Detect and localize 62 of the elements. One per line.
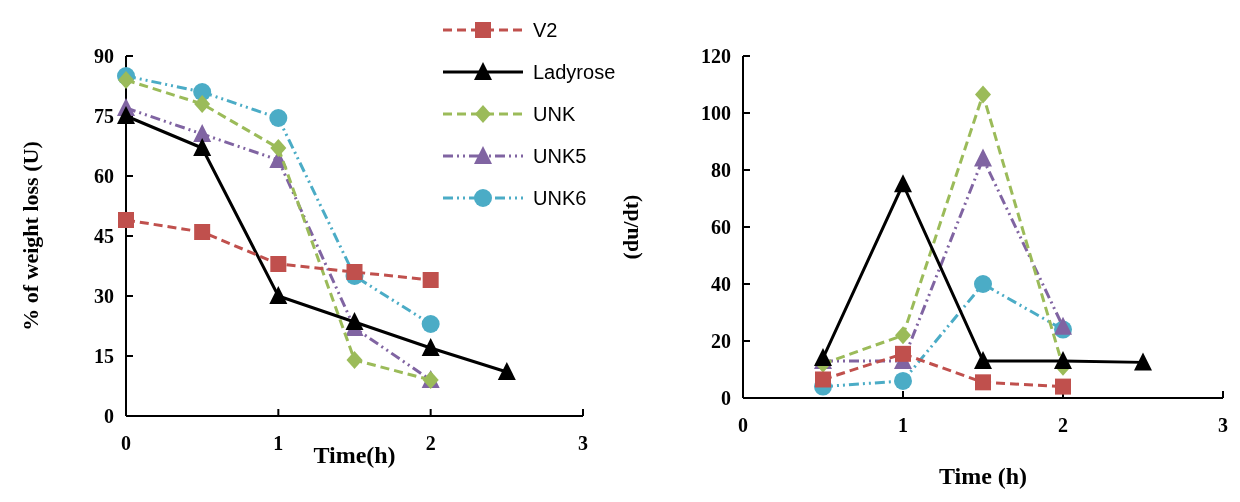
legend-label: Ladyrose — [533, 61, 616, 83]
y-tick-label: 20 — [711, 330, 731, 352]
x-axis-title: Time (h) — [938, 463, 1028, 489]
y-tick-label: 30 — [94, 285, 114, 307]
point — [974, 275, 992, 293]
y-axis-title: (du/dt) — [618, 194, 643, 260]
point — [346, 264, 363, 280]
point — [270, 256, 287, 272]
point — [1054, 350, 1072, 369]
x-tick-label: 3 — [1218, 414, 1228, 436]
point — [193, 138, 212, 156]
y-tick-label: 100 — [701, 102, 731, 124]
point — [1054, 316, 1072, 335]
y-tick-label: 40 — [711, 273, 731, 295]
point — [421, 338, 440, 356]
point — [974, 148, 992, 167]
x-axis-title: Time(h) — [313, 442, 396, 468]
y-tick-label: 75 — [94, 105, 114, 127]
point — [895, 345, 911, 362]
point — [270, 139, 287, 157]
x-tick-label: 1 — [898, 414, 908, 436]
x-tick-label: 0 — [738, 414, 748, 436]
point — [346, 351, 363, 369]
y-tick-label: 80 — [711, 159, 731, 181]
y-tick-label: 15 — [94, 345, 114, 367]
point — [194, 224, 211, 240]
point — [1134, 352, 1152, 371]
point — [894, 371, 912, 390]
y-tick-label: 45 — [94, 225, 114, 247]
point — [118, 71, 134, 89]
point — [422, 272, 439, 288]
point — [975, 85, 991, 104]
point — [815, 371, 831, 388]
legend-label: UNK6 — [533, 187, 587, 209]
y-tick-label: 60 — [94, 165, 114, 187]
point — [269, 109, 288, 127]
x-tick-label: 1 — [273, 432, 284, 454]
point — [194, 95, 211, 113]
point — [118, 212, 134, 228]
point — [497, 362, 516, 380]
point — [269, 286, 288, 304]
y-tick-label: 90 — [94, 45, 114, 67]
x-tick-label: 2 — [425, 432, 436, 454]
point — [894, 174, 912, 193]
legend-label: UNK — [533, 103, 576, 125]
y-axis-title: % of weight loss (U) — [18, 141, 43, 331]
y-tick-label: 120 — [701, 45, 731, 67]
point — [193, 124, 212, 142]
x-tick-label: 3 — [578, 432, 588, 454]
point — [975, 374, 991, 391]
point — [117, 106, 135, 124]
y-tick-label: 0 — [721, 387, 731, 409]
y-tick-label: 60 — [711, 216, 731, 238]
x-tick-label: 2 — [1058, 414, 1068, 436]
point — [345, 312, 364, 330]
point — [421, 315, 440, 333]
legend-label: UNK5 — [533, 145, 587, 167]
x-tick-label: 0 — [121, 432, 131, 454]
point — [1055, 378, 1071, 395]
legend-label: V2 — [533, 19, 558, 41]
point — [974, 350, 992, 369]
point — [895, 326, 911, 345]
